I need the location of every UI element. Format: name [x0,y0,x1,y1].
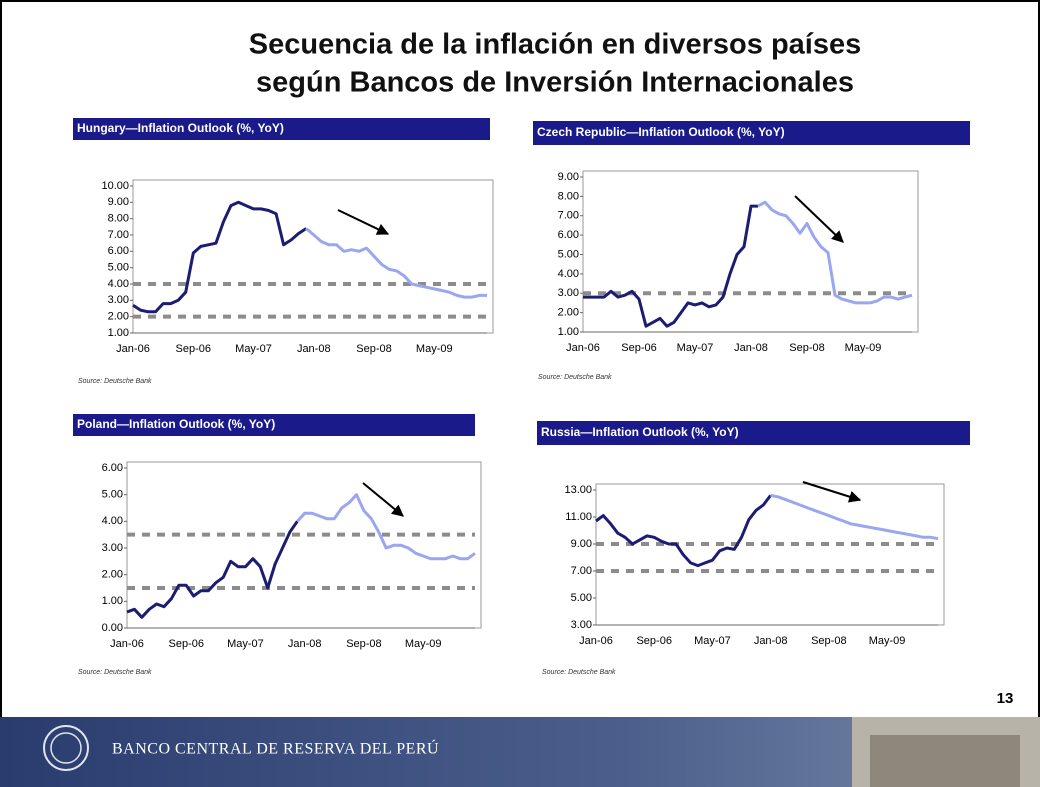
trend-arrow [337,209,390,235]
x-tick-label: May-07 [235,343,272,355]
y-tick-label: 4.00 [108,278,129,290]
chart-source: Source: Deutsche Bank [538,374,612,381]
logo [50,732,82,764]
x-tick-label: May-07 [677,342,714,354]
x-tick-label: Sep-06 [176,343,211,355]
x-tick-label: Jan-06 [566,342,600,354]
y-tick-label: 4.00 [558,268,579,280]
chart-title: Poland—Inflation Outlook (%, YoY) [77,417,275,431]
y-tick-label: 5.00 [108,262,129,274]
chart-title: Hungary—Inflation Outlook (%, YoY) [77,121,284,135]
inflation-line [595,494,772,568]
inflation-line [305,227,487,299]
chart-title: Russia—Inflation Outlook (%, YoY) [541,425,739,439]
trend-arrow [802,481,862,503]
x-tick-label: Jan-08 [288,638,322,650]
y-tick-label: 0.00 [102,622,123,634]
y-tick-label: 3.00 [571,619,592,631]
y-tick-label: 4.00 [102,515,123,527]
slide-title: Secuencia de la inflación en diversos pa… [249,29,861,61]
y-tick-label: 9.00 [108,196,129,208]
x-tick-label: Sep-08 [811,635,846,647]
y-tick-label: 1.00 [102,595,123,607]
y-tick-label: 7.00 [108,229,129,241]
x-tick-label: Jan-06 [116,343,150,355]
inflation-line [583,204,758,328]
chart-source: Source: Deutsche Bank [78,378,152,385]
inflation-line [757,200,913,305]
x-tick-label: Jan-08 [734,342,768,354]
y-tick-label: 2.00 [102,569,123,581]
y-tick-label: 3.00 [108,294,129,306]
y-tick-label: 3.00 [102,542,123,554]
chart-title: Czech Republic—Inflation Outlook (%, YoY… [537,125,785,139]
inflation-line [126,520,299,619]
y-tick-label: 6.00 [108,245,129,257]
x-tick-label: Sep-08 [789,342,824,354]
y-tick-label: 6.00 [558,229,579,241]
y-tick-label: 13.00 [564,484,592,496]
inflation-line [296,493,476,561]
y-tick-label: 9.00 [558,171,579,183]
chart-title-banner [533,121,970,145]
inflation-line [132,200,308,314]
chart-source: Source: Deutsche Bank [78,669,152,676]
y-tick-label: 7.00 [558,210,579,222]
x-tick-label: Sep-06 [621,342,656,354]
y-tick-label: 8.00 [558,190,579,202]
y-tick-label: 5.00 [571,592,592,604]
y-tick-label: 5.00 [102,489,123,501]
x-tick-label: May-09 [845,342,882,354]
y-tick-label: 2.00 [558,307,579,319]
trend-arrow [794,195,844,243]
x-tick-label: Sep-06 [168,638,203,650]
logo [43,725,89,771]
y-tick-label: 1.00 [558,326,579,338]
y-tick-label: 1.00 [108,327,129,339]
x-tick-label: Jan-06 [579,635,613,647]
y-tick-label: 7.00 [571,565,592,577]
y-tick-label: 11.00 [565,511,592,523]
x-tick-label: May-09 [869,635,906,647]
chart-title-banner [73,118,490,140]
chart-title-banner [73,414,475,436]
x-tick-label: May-07 [227,638,264,650]
y-tick-label: 5.00 [558,248,579,260]
x-tick-label: May-09 [405,638,442,650]
x-tick-label: Jan-08 [297,343,331,355]
chart-title-banner [537,421,970,445]
chart-source: Source: Deutsche Bank [542,669,616,676]
footer-text: BANCO CENTRAL DE RESERVA DEL PERÚ [112,739,439,758]
x-tick-label: Jan-08 [754,635,788,647]
y-tick-label: 9.00 [571,538,592,550]
y-tick-label: 10.00 [101,180,129,192]
trend-arrow [362,482,404,517]
x-tick-label: May-09 [416,343,453,355]
y-tick-label: 8.00 [108,213,129,225]
slide-title: según Bancos de Inversión Internacionale… [256,67,854,99]
x-tick-label: May-07 [694,635,731,647]
x-tick-label: Sep-06 [636,635,671,647]
y-tick-label: 2.00 [108,311,129,323]
y-tick-label: 3.00 [558,287,579,299]
y-tick-label: 6.00 [102,462,123,474]
page-number: 13 [997,690,1014,707]
x-tick-label: Sep-08 [346,638,381,650]
x-tick-label: Sep-08 [356,343,391,355]
footer-photo [870,735,1020,787]
inflation-line [770,493,939,541]
x-tick-label: Jan-06 [110,638,144,650]
